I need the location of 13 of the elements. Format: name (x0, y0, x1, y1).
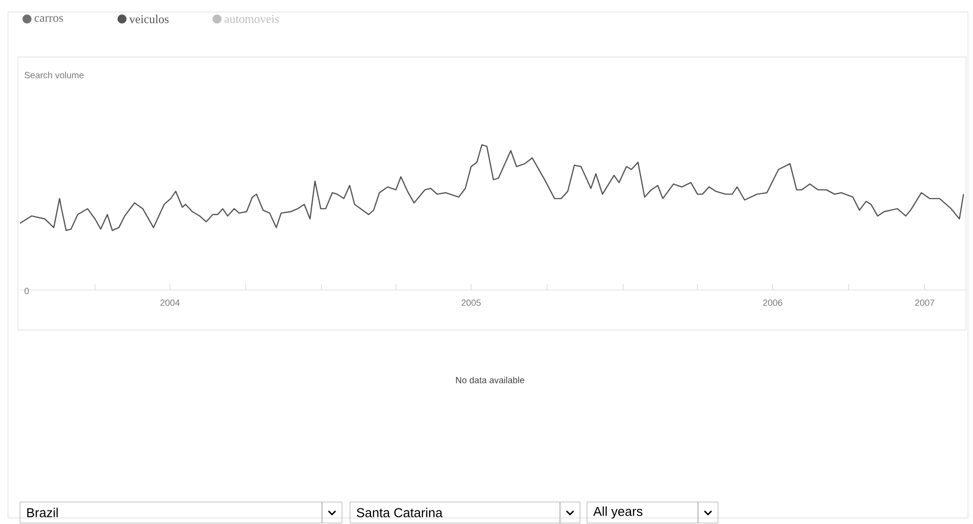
x-tick-label: 2007 (915, 300, 934, 306)
legend-label: veiculos (129, 14, 169, 24)
text: Brazil (27, 508, 58, 518)
x-tick-label: 2006 (763, 300, 782, 306)
annotation: 0 (24, 288, 29, 294)
legend-label: carros (34, 16, 63, 22)
text: Santa Catarina (356, 508, 443, 518)
text: No data available (456, 376, 524, 384)
x-tick-label: 2005 (462, 300, 481, 306)
x-tick-label: 2004 (160, 300, 180, 306)
text: Search volume (24, 72, 84, 78)
text: All years (593, 506, 642, 519)
legend-label: automoveis (224, 14, 279, 23)
